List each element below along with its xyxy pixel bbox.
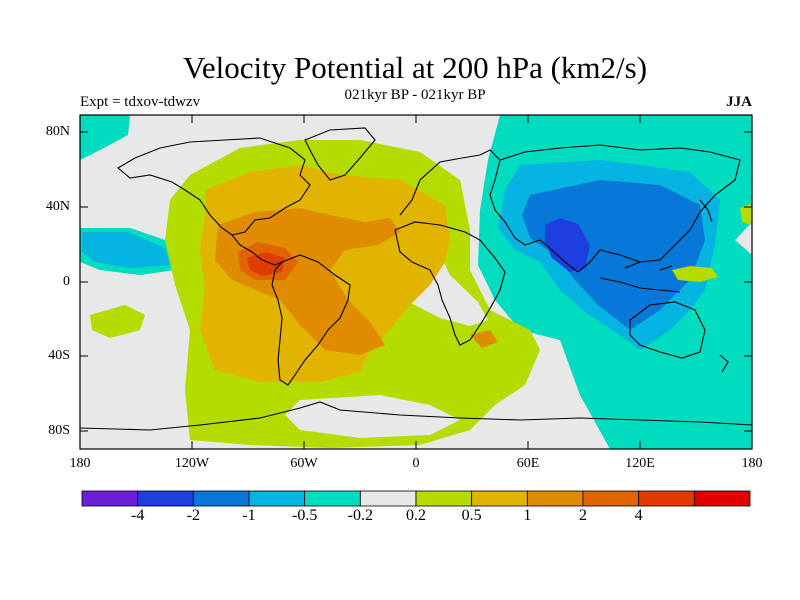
coastline-central-america <box>231 234 283 266</box>
lat-label-0: 0 <box>63 274 70 289</box>
chart-title: Velocity Potential at 200 hPa (km2/s) <box>182 50 648 85</box>
colorbar-label: 0.5 <box>461 507 482 524</box>
colorbar-swatch <box>192 490 250 507</box>
coastline-greenland <box>304 127 376 181</box>
colorbar-label: 0.2 <box>406 507 426 524</box>
contour-neg-0-2 <box>80 115 130 160</box>
colorbar <box>81 490 751 507</box>
contour-neg-2 <box>545 218 590 272</box>
coastline-europe <box>399 149 501 216</box>
lon-label-120w: 120W <box>174 456 210 471</box>
lon-label-180e: 180 <box>741 456 763 471</box>
lon-label-180w: 180 <box>69 456 91 471</box>
contour-neg-0-5 <box>82 232 170 268</box>
colorbar-label: -1 <box>242 507 256 524</box>
chart-subtitle: 021kyr BP - 021kyr BP <box>344 87 486 103</box>
coastline-africa <box>394 221 506 346</box>
coastline-north-america <box>117 137 311 236</box>
coastline-new-zealand <box>719 354 729 373</box>
coastline-indonesia <box>599 261 681 293</box>
colorbar-swatch <box>526 490 584 507</box>
colorbar-label: 1 <box>523 507 532 524</box>
season-label: JJA <box>726 94 752 110</box>
colorbar-label: -2 <box>186 507 200 524</box>
lat-tick-marks <box>80 131 752 432</box>
lat-label-80n: 80N <box>45 124 70 139</box>
colorbar-label: 4 <box>634 507 643 524</box>
colorbar-label: 2 <box>579 507 587 524</box>
lon-label-120e: 120E <box>625 456 655 471</box>
colorbar-swatch <box>582 490 640 507</box>
colorbar-swatch <box>137 490 194 507</box>
colorbar-swatch <box>638 490 695 507</box>
coastlines <box>80 127 752 431</box>
contour-pos-1 <box>470 330 498 348</box>
lat-label-40n: 40N <box>45 199 70 214</box>
contour-pos-0-2 <box>90 305 145 338</box>
contour-pos-0-2 <box>740 203 752 225</box>
map-plot-area <box>80 115 752 449</box>
colorbar-label: -0.5 <box>291 507 318 524</box>
lat-label-40s: 40S <box>48 348 70 363</box>
colorbar-label: -4 <box>130 507 145 524</box>
coastline-australia <box>629 301 706 359</box>
colorbar-swatch <box>359 490 417 507</box>
colorbar-label: -0.2 <box>347 507 373 524</box>
contour-pos-0-2 <box>672 266 718 282</box>
colorbar-swatch <box>471 490 528 507</box>
colorbar-swatch <box>304 490 361 507</box>
colorbar-swatch <box>248 490 306 507</box>
coastline-south-america <box>271 254 351 386</box>
experiment-label: Expt = tdxov-tdwzv <box>80 94 201 110</box>
coastline-japan <box>699 199 713 223</box>
contour-neg-1 <box>522 180 705 330</box>
colorbar-swatch <box>81 490 139 507</box>
lon-label-60e: 60E <box>516 456 540 471</box>
lon-tick-marks <box>191 115 641 449</box>
lat-label-80s: 80S <box>48 423 70 438</box>
coastline-antarctica <box>80 401 752 431</box>
lon-label-60w: 60W <box>290 456 318 471</box>
lon-label-0: 0 <box>412 456 420 471</box>
colorbar-swatch <box>693 490 751 507</box>
colorbar-swatch <box>415 490 473 507</box>
